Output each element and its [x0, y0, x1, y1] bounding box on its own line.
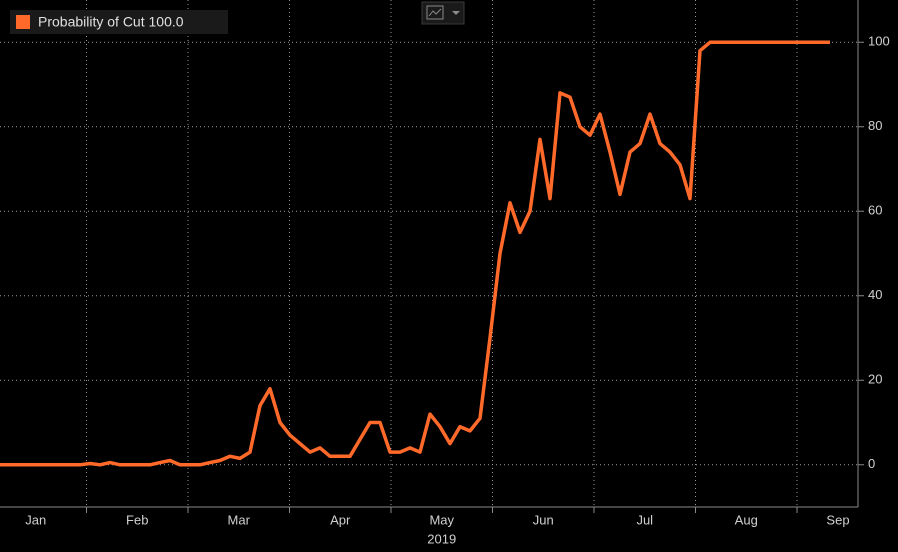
chart-type-button[interactable] — [421, 1, 465, 25]
legend-swatch — [16, 15, 30, 29]
y-tick-label: 20 — [868, 372, 882, 387]
y-tick-label: 100 — [868, 34, 890, 49]
y-tick-label: 80 — [868, 118, 882, 133]
y-tick-label: 40 — [868, 287, 882, 302]
x-tick-label: Jan — [25, 512, 46, 527]
x-tick-label: Sep — [826, 512, 849, 527]
x-tick-label: Apr — [330, 512, 351, 527]
button-icon-line[interactable] — [428, 8, 442, 17]
series-line — [0, 40, 830, 467]
legend-bg — [10, 10, 228, 34]
x-tick-label: Jul — [636, 512, 653, 527]
legend-label: Probability of Cut 100.0 — [38, 14, 184, 30]
x-axis-label: 2019 — [427, 531, 456, 546]
y-tick-label: 0 — [868, 456, 875, 471]
x-tick-label: Jun — [533, 512, 554, 527]
button-icon[interactable] — [426, 5, 444, 20]
x-tick-label: May — [429, 512, 454, 527]
button-caret[interactable] — [452, 11, 460, 15]
x-tick-label: Feb — [126, 512, 148, 527]
x-tick-label: Mar — [228, 512, 251, 527]
x-tick-label: Aug — [735, 512, 758, 527]
y-tick-label: 60 — [868, 203, 882, 218]
legend: Probability of Cut 100.0 — [10, 10, 228, 34]
